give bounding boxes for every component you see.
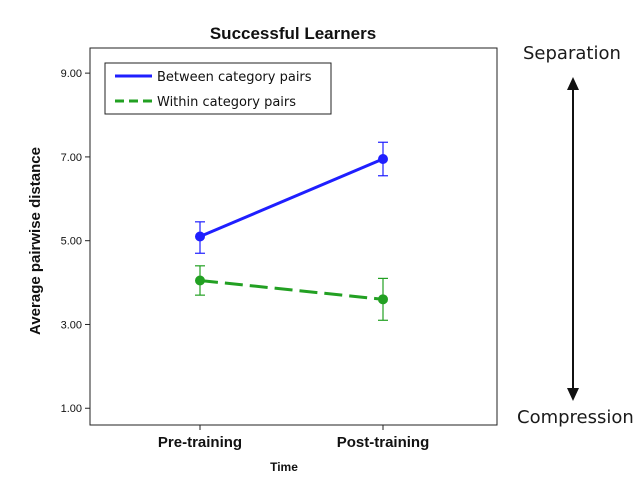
plot-area-frame [89,47,498,426]
series-line-within-category-pairs [199,278,384,301]
y-tick-label: 3.00 [61,319,82,331]
series-layer [195,141,388,321]
series-line-between-category-pairs [199,157,384,238]
legend-label-between: Between category pairs [157,70,312,85]
x-tick-label: Post-training [337,434,430,451]
y-tick-label: 1.00 [61,403,82,415]
y-axis-label: Average pairwise distance [27,147,44,335]
y-tick-label: 9.00 [61,68,82,80]
separation-label: Separation [523,43,621,64]
x-axis: Pre-training Post-training [158,425,429,451]
data-point-between-category-pairs [195,231,205,242]
separation-compression-arrow [567,77,579,401]
data-point-within-category-pairs [378,294,388,305]
chart-title: Successful Learners [210,24,376,43]
y-tick-label: 7.00 [61,152,82,164]
legend: Between category pairs Within category p… [104,62,332,115]
legend-box [104,62,332,115]
arrow-head-down [567,388,579,401]
y-tick-label: 5.00 [61,236,82,248]
x-axis-label: Time [270,460,298,474]
legend-label-within: Within category pairs [157,95,296,110]
compression-label: Compression [517,407,634,428]
arrow-head-up [567,77,579,90]
y-axis: 1.00 3.00 5.00 7.00 9.00 [61,68,90,415]
data-point-between-category-pairs [378,154,388,165]
x-tick-label: Pre-training [158,434,242,451]
data-point-within-category-pairs [195,275,205,286]
